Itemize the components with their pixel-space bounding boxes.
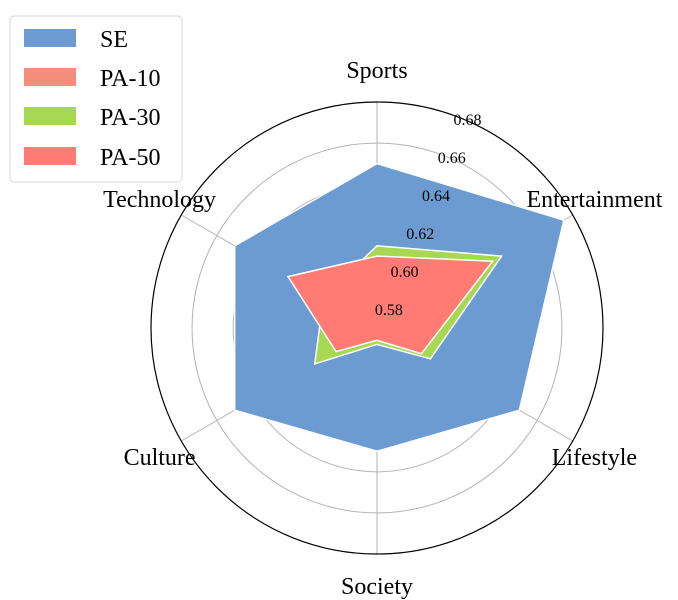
legend-swatch-pa-50 xyxy=(24,147,76,165)
r-tick-label-0-58: 0.58 xyxy=(375,302,403,319)
tick-layer: 0.58 0.60 0.62 0.64 0.66 0.68 xyxy=(375,112,482,319)
category-label-lifestyle: Lifestyle xyxy=(552,445,637,471)
r-tick-label-0-62: 0.62 xyxy=(406,226,434,243)
outer-frame xyxy=(150,101,604,555)
legend-swatch-pa-10 xyxy=(24,68,76,86)
r-tick-label-0-68: 0.68 xyxy=(453,112,481,129)
axis-label-layer: Sports Entertainment Lifestyle Society Cultu… xyxy=(103,58,663,600)
category-label-society: Society xyxy=(341,574,413,600)
legend-swatch-se xyxy=(24,29,76,47)
legend-frame xyxy=(9,15,183,183)
category-label-sports: Sports xyxy=(346,58,407,84)
legend-label-se: SE xyxy=(100,27,128,53)
legend-label-pa-10: PA-10 xyxy=(100,66,160,92)
series-layer xyxy=(233,162,565,453)
legend-label-pa-50: PA-50 xyxy=(100,145,160,171)
category-label-culture: Culture xyxy=(124,445,196,471)
r-tick-label-0-64: 0.64 xyxy=(422,188,450,205)
legend-swatch-pa-30 xyxy=(24,107,76,125)
legend-label-pa-30: PA-30 xyxy=(100,105,160,131)
series-area-pa-50 xyxy=(286,255,495,355)
legend: SE PA-10 PA-30 PA-50 xyxy=(9,15,183,183)
r-tick-label-0-60: 0.60 xyxy=(391,264,419,281)
r-tick-label-0-66: 0.66 xyxy=(438,150,466,167)
category-label-entertainment: Entertainment xyxy=(526,187,662,213)
category-label-technology: Technology xyxy=(103,187,216,213)
